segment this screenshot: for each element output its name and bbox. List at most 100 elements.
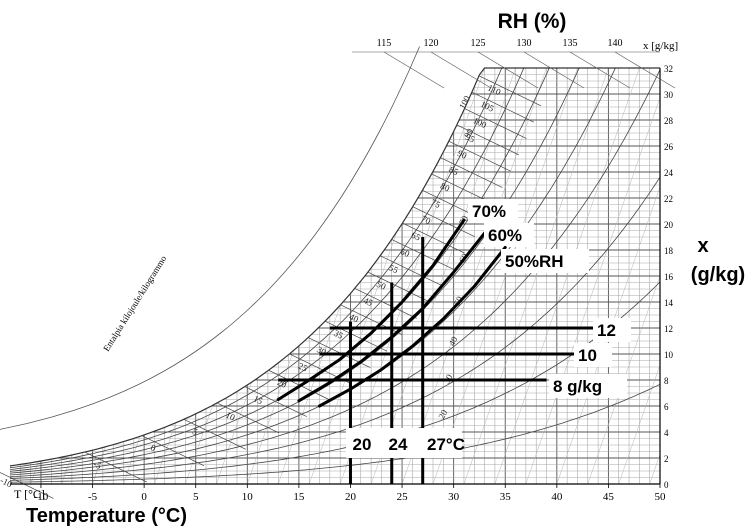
enthalpy-line (471, 91, 535, 123)
grid-diagonal (10, 68, 114, 484)
grid-diagonal (401, 68, 547, 484)
top-tick-line (383, 51, 445, 89)
enthalpy-line (216, 402, 280, 434)
top-axis-label: x [g/kg] (643, 40, 678, 52)
top-tick-line (569, 51, 631, 89)
enthalpy-axis-label: Entalpia kilojoule/kilogrammo (101, 253, 168, 353)
enthalpy-line (367, 271, 431, 303)
x-tick-label: 20 (345, 491, 357, 503)
y-tick-label: 22 (664, 194, 673, 204)
y-tick-label: 24 (664, 168, 674, 178)
y-tick-label: 32 (664, 64, 673, 74)
rh-curve (10, 68, 527, 470)
rh-grid-label: 20 (436, 408, 449, 421)
horizontal-marker-label: 8 g/kg (553, 377, 602, 396)
rh-curve (10, 176, 660, 479)
series-label-bg (484, 223, 534, 247)
series-label: 60% (488, 226, 522, 245)
tick-labels: -10 -5 0 5 10 15 20 25 30 35 40 45 50024681012141618… (34, 38, 676, 503)
rh-curve (10, 281, 660, 481)
horizontal-marker-label: 10 (578, 346, 597, 365)
grid-diagonal (525, 68, 660, 484)
enthalpy-line (380, 255, 443, 287)
saturation-curve (9, 67, 490, 467)
top-tick-label: 125 (471, 38, 486, 49)
x-axis-title: Temperature (°C) (26, 505, 187, 527)
top-tick-label: 120 (424, 38, 439, 49)
y-tick-label: 10 (664, 350, 674, 360)
enthalpy-line (183, 419, 246, 450)
horizontal-marker-label: 12 (597, 321, 616, 340)
rh-curve (10, 69, 660, 478)
enthalpy-line (402, 222, 465, 254)
top-tick-label: 115 (377, 38, 392, 49)
vertical-marker-label: 27°C (427, 435, 465, 454)
y-tick-label: 16 (664, 272, 674, 282)
top-tick-label: 140 (608, 38, 623, 49)
enthalpy-tick-label: -5 (92, 459, 103, 471)
enthalpy-line (478, 75, 542, 107)
enthalpy-line (456, 124, 519, 156)
y-tick-label: 30 (664, 90, 674, 100)
y-tick-label: 14 (664, 298, 674, 308)
y-tick-label: 28 (664, 116, 674, 126)
enthalpy-line (244, 386, 307, 417)
enthalpy-tick-label: 0 (149, 442, 158, 453)
x-tick-label: 10 (242, 491, 254, 503)
grid-diagonal (494, 68, 640, 484)
y-axis-title: x (g/kg) (691, 235, 745, 286)
series-label-bg (501, 249, 589, 273)
enthalpy-line (84, 451, 147, 483)
y-tick-label: 2 (664, 454, 669, 464)
enthalpy-line (141, 435, 205, 466)
grid-diagonal (618, 68, 660, 484)
y-tick-label: 4 (664, 428, 669, 438)
y-tick-label: 6 (664, 402, 669, 412)
y-tick-label: 26 (664, 142, 674, 152)
series-group: 70% 60% 50%RH (276, 199, 589, 408)
x-tick-label: 40 (551, 491, 563, 503)
horizontal-marker-label-bg (593, 318, 631, 342)
enthalpy-rim (0, 46, 420, 430)
axis-prefix-label: T [°C] (14, 487, 45, 501)
enthalpy-line (464, 108, 527, 139)
horizontal-marker-label-bg (574, 343, 612, 367)
x-tick-label: 35 (500, 491, 512, 503)
horizontal-marker-label-bg (549, 374, 627, 398)
y-axis-title-line1: x (697, 235, 708, 257)
top-tick-line (523, 51, 585, 89)
x-tick-label: -5 (88, 491, 98, 503)
vertical-marker-label: 20 (353, 435, 372, 454)
temp-labels-bg (346, 428, 462, 458)
y-axis-title-line2: (g/kg) (691, 264, 745, 286)
y-tick-label: 20 (664, 220, 674, 230)
top-tick-label: 135 (563, 38, 578, 49)
x-tick-label: 50 (655, 491, 667, 503)
top-tick-line (430, 51, 492, 89)
x-tick-label: -10 (34, 491, 49, 503)
x-tick-label: 45 (603, 491, 615, 503)
chart-title: RH (%) (498, 10, 567, 33)
vertical-marker-label: 24 (389, 435, 408, 454)
enthalpy-line (448, 140, 511, 172)
grid-diagonal (92, 68, 238, 484)
grid-diagonal (10, 68, 145, 484)
series-label: 50%RH (505, 252, 564, 271)
rh-curve (10, 383, 660, 483)
x-tick-label: 25 (397, 491, 409, 503)
top-tick-line (477, 51, 539, 89)
top-tick-line (614, 51, 676, 89)
enthalpy-line (440, 157, 503, 188)
grid-diagonal (463, 68, 609, 484)
rh-grid-label: 40 (447, 334, 460, 347)
enthalpy-line (354, 288, 417, 319)
enthalpy-tick-label: 5 (191, 426, 200, 437)
y-tick-label: 12 (664, 324, 673, 334)
grid-diagonal (339, 68, 485, 484)
enthalpy-line (412, 206, 475, 237)
grid-diagonal (61, 68, 207, 484)
series-label-bg (468, 199, 518, 223)
y-tick-label: 8 (664, 376, 669, 386)
